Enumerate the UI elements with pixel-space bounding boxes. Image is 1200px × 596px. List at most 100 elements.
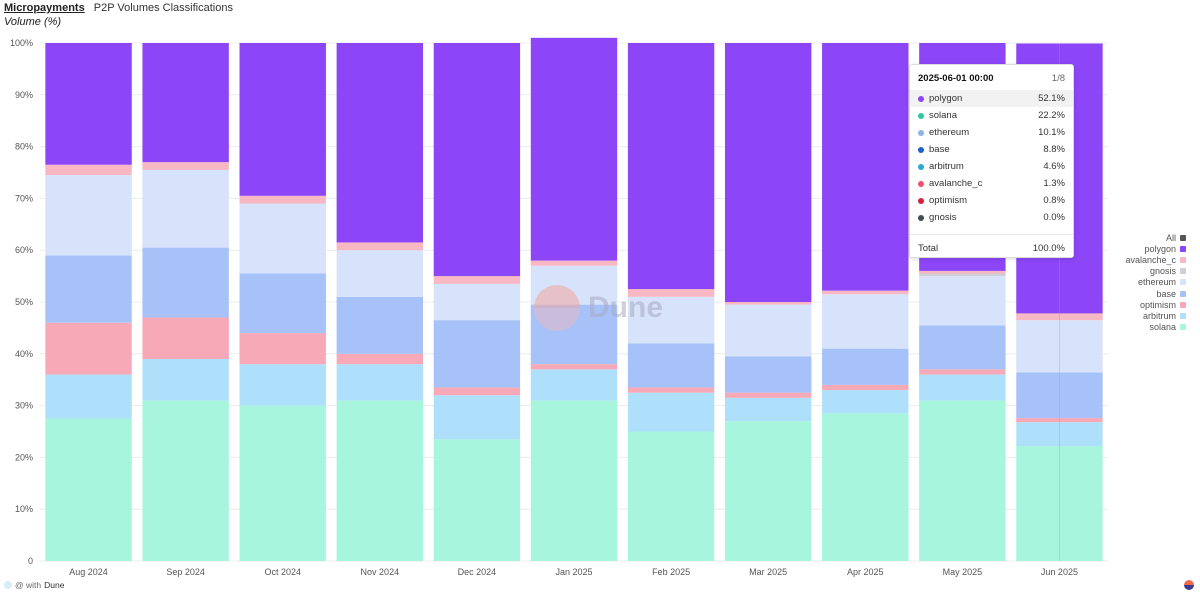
bar-segment-arbitrum	[433, 395, 521, 440]
y-tick-label: 20%	[15, 452, 33, 462]
series-dot-icon	[918, 95, 924, 102]
tooltip-row-optimism: optimism 0.8%	[910, 192, 1073, 209]
bar-segment-avalanche_c	[239, 195, 326, 204]
x-tick-label: Aug 2024	[69, 567, 108, 577]
bar-segment-optimism	[45, 322, 132, 375]
tooltip-series-name: arbitrum	[929, 161, 964, 172]
legend-label: arbitrum	[1142, 310, 1176, 321]
bar-segment-base	[627, 343, 715, 388]
legend-item-solana[interactable]: solana	[1125, 322, 1186, 333]
x-tick-label: May 2025	[943, 567, 983, 577]
tooltip-series-value: 1.3%	[1043, 178, 1065, 189]
x-tick-label: Jun 2025	[1041, 567, 1078, 577]
legend-item-base[interactable]: base	[1125, 288, 1186, 299]
chart-subtitle: P2P Volumes Classifications	[93, 2, 233, 14]
tooltip-series-name: optimism	[929, 195, 968, 206]
legend-swatch-icon	[1180, 256, 1186, 263]
bar-segment-base	[142, 247, 229, 318]
bar-segment-solana	[433, 439, 521, 561]
bar-segment-polygon	[724, 43, 812, 302]
bar-segment-optimism	[336, 353, 424, 365]
legend-all-label: All	[1165, 232, 1176, 243]
bar-segment-polygon	[45, 43, 132, 165]
legend-swatch-icon	[1180, 324, 1186, 331]
bar-segment-arbitrum	[239, 364, 326, 406]
chart-legend: All polygon avalanche_c gnosis ethereum base…	[1125, 232, 1186, 333]
dune-watermark: Dune	[534, 285, 663, 331]
x-tick-label: Jan 2025	[555, 567, 592, 577]
bar-segment-optimism	[433, 387, 521, 396]
legend-item-optimism[interactable]: optimism	[1125, 299, 1186, 310]
legend-item-gnosis[interactable]: gnosis	[1125, 266, 1186, 277]
legend-swatch-icon	[1180, 301, 1186, 308]
tooltip-series-name: avalanche_c	[929, 178, 983, 189]
legend-all-swatch-icon	[1180, 234, 1186, 241]
bar-segment-optimism	[919, 369, 1006, 375]
bar-segment-gnosis	[919, 273, 1006, 277]
series-dot-icon	[918, 129, 924, 136]
bar-segment-arbitrum	[45, 374, 132, 419]
legend-item-arbitrum[interactable]: arbitrum	[1125, 310, 1186, 321]
bar-segment-avalanche_c	[627, 289, 715, 297]
legend-item-ethereum[interactable]: ethereum	[1125, 277, 1186, 288]
bar-segment-polygon	[433, 43, 521, 277]
legend-label: optimism	[1139, 299, 1176, 310]
bar-segment-ethereum	[45, 175, 132, 256]
tooltip-row-polygon: polygon 52.1%	[910, 90, 1073, 107]
series-dot-icon	[918, 214, 924, 221]
bar-segment-ethereum	[239, 203, 326, 274]
watermark-text: Dune	[588, 291, 663, 324]
tooltip-series-name: solana	[929, 110, 957, 121]
tooltip-series-name: polygon	[929, 93, 963, 104]
tooltip-date: 2025-06-01 00:00	[918, 73, 994, 84]
bar-segment-ethereum	[336, 250, 424, 297]
legend-label: base	[1156, 288, 1176, 299]
tooltip-total-label: Total	[918, 243, 939, 254]
chart-header: Micropayments P2P Volumes Classification…	[4, 2, 233, 14]
dashboard-title-link[interactable]: Micropayments	[4, 2, 85, 14]
y-tick-label: 40%	[15, 349, 33, 359]
tooltip-series-value: 0.0%	[1043, 212, 1065, 223]
bar-segment-polygon	[239, 43, 326, 196]
bar-segment-solana	[627, 431, 715, 561]
bar-segment-solana	[530, 400, 618, 561]
x-tick-label: Mar 2025	[749, 567, 787, 577]
legend-item-all[interactable]: All	[1125, 232, 1186, 243]
y-tick-label: 70%	[15, 193, 33, 203]
bar-segment-solana	[724, 421, 812, 561]
bar-segment-base	[724, 356, 812, 393]
bar-segment-base	[919, 325, 1006, 370]
legend-label: gnosis	[1149, 266, 1176, 277]
bar-segment-base	[239, 273, 326, 334]
bar-segment-polygon	[627, 43, 715, 290]
series-dot-icon	[918, 112, 924, 119]
bar-segment-arbitrum	[919, 374, 1006, 401]
legend-item-avalanche_c[interactable]: avalanche_c	[1125, 254, 1186, 265]
legend-label: avalanche_c	[1125, 254, 1176, 265]
corner-dune-logo-icon[interactable]	[1184, 580, 1194, 590]
dune-logo-icon	[534, 285, 580, 331]
bar-segment-avalanche_c	[142, 162, 229, 170]
hover-tooltip: 2025-06-01 00:00 1/8 polygon 52.1% solana 2…	[909, 64, 1074, 258]
tooltip-series-value: 52.1%	[1038, 93, 1065, 104]
bar-segment-avalanche_c	[919, 270, 1006, 274]
y-tick-label: 50%	[15, 297, 33, 307]
bar-segment-solana	[239, 405, 326, 561]
footer-prefix: @ with	[15, 580, 42, 590]
bar-segment-solana	[142, 400, 229, 561]
legend-label: polygon	[1144, 243, 1176, 254]
bar-segment-avalanche_c	[433, 276, 521, 284]
footer-attribution[interactable]: @ with Dune	[4, 580, 64, 590]
bar-segment-optimism	[724, 392, 812, 398]
bar-segment-base	[336, 296, 424, 354]
x-tick-label: Oct 2024	[264, 567, 301, 577]
series-dot-icon	[918, 197, 924, 204]
bar-segment-avalanche_c	[45, 164, 132, 176]
bar-segment-solana	[919, 400, 1006, 561]
legend-swatch-icon	[1180, 312, 1186, 319]
tooltip-series-value: 22.2%	[1038, 110, 1065, 121]
legend-item-polygon[interactable]: polygon	[1125, 243, 1186, 254]
dune-small-icon	[4, 581, 12, 589]
bar-segment-optimism	[627, 387, 715, 393]
